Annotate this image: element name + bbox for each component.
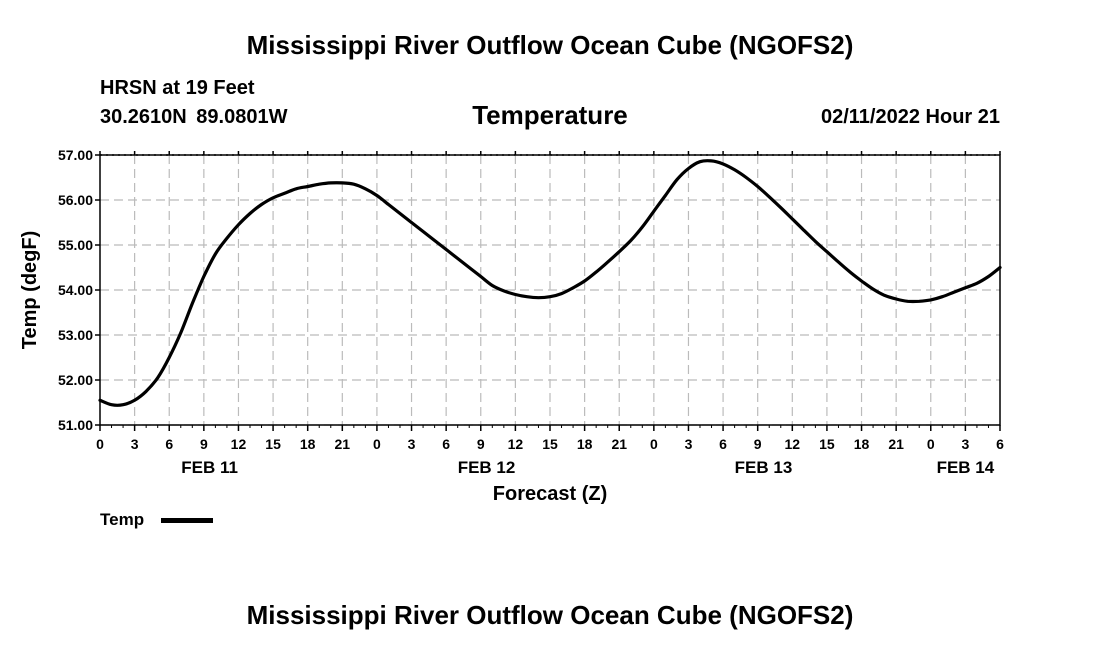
x-tick-label: 0 bbox=[373, 436, 381, 452]
x-tick-label: 0 bbox=[96, 436, 104, 452]
x-tick-label: 15 bbox=[542, 436, 558, 452]
y-tick-label: 55.00 bbox=[58, 237, 93, 253]
x-tick-label: 6 bbox=[165, 436, 173, 452]
x-tick-label: 12 bbox=[508, 436, 524, 452]
x-tick-label: 12 bbox=[231, 436, 247, 452]
x-tick-label: 21 bbox=[611, 436, 627, 452]
station-label: HRSN at 19 Feet bbox=[100, 77, 255, 99]
x-tick-label: 6 bbox=[719, 436, 727, 452]
date-label: FEB 13 bbox=[735, 458, 793, 477]
y-axis-title: Temp (degF) bbox=[19, 231, 41, 350]
date-labels: FEB 11 FEB 12 FEB 13 FEB 14 bbox=[181, 458, 994, 477]
chart-subtitle: Temperature bbox=[472, 100, 628, 130]
y-tick-label: 56.00 bbox=[58, 192, 93, 208]
y-tick-label: 57.00 bbox=[58, 147, 93, 163]
timestamp-label: 02/11/2022 Hour 21 bbox=[820, 106, 1000, 128]
y-axis-ticks: 51.00 52.00 53.00 54.00 55.00 56.00 57.00 bbox=[58, 147, 100, 433]
x-tick-label: 21 bbox=[888, 436, 904, 452]
x-tick-label: 0 bbox=[650, 436, 658, 452]
x-tick-label: 6 bbox=[996, 436, 1004, 452]
x-tick-label: 3 bbox=[131, 436, 139, 452]
y-tick-label: 54.00 bbox=[58, 282, 93, 298]
legend-label: Temp bbox=[100, 510, 145, 529]
x-axis-title: Forecast (Z) bbox=[493, 483, 607, 505]
series-line-temp bbox=[98, 159, 1002, 407]
footer-title: Mississippi River Outflow Ocean Cube (NG… bbox=[246, 600, 854, 630]
x-tick-label: 6 bbox=[442, 436, 450, 452]
x-tick-label: 3 bbox=[685, 436, 693, 452]
chart-title: Mississippi River Outflow Ocean Cube (NG… bbox=[246, 30, 854, 60]
grid-lines bbox=[100, 154, 1000, 426]
date-label: FEB 12 bbox=[458, 458, 516, 477]
x-tick-label: 18 bbox=[577, 436, 593, 452]
x-tick-label: 12 bbox=[785, 436, 801, 452]
x-tick-label: 0 bbox=[927, 436, 935, 452]
y-tick-label: 53.00 bbox=[58, 327, 93, 343]
x-tick-label: 9 bbox=[477, 436, 485, 452]
x-tick-label: 15 bbox=[265, 436, 281, 452]
x-tick-label: 18 bbox=[300, 436, 316, 452]
coordinates-label: 30.2610N 89.0801W bbox=[100, 106, 288, 128]
x-tick-label: 3 bbox=[408, 436, 416, 452]
x-tick-label: 21 bbox=[335, 436, 351, 452]
x-tick-label: 18 bbox=[854, 436, 870, 452]
y-tick-label: 51.00 bbox=[58, 417, 93, 433]
x-tick-label: 9 bbox=[200, 436, 208, 452]
x-tick-label: 3 bbox=[961, 436, 969, 452]
x-tick-label: 15 bbox=[819, 436, 835, 452]
date-label: FEB 11 bbox=[181, 458, 238, 477]
x-axis-ticks: 0 3 6 9 12 15 18 21 0 3 6 9 12 15 18 21 0 3 6 9 12 15 18 21 0 3 6 bbox=[96, 151, 1004, 452]
x-tick-label: 9 bbox=[754, 436, 762, 452]
y-tick-label: 52.00 bbox=[58, 372, 93, 388]
legend-swatch bbox=[161, 518, 213, 523]
date-label: FEB 14 bbox=[937, 458, 995, 477]
